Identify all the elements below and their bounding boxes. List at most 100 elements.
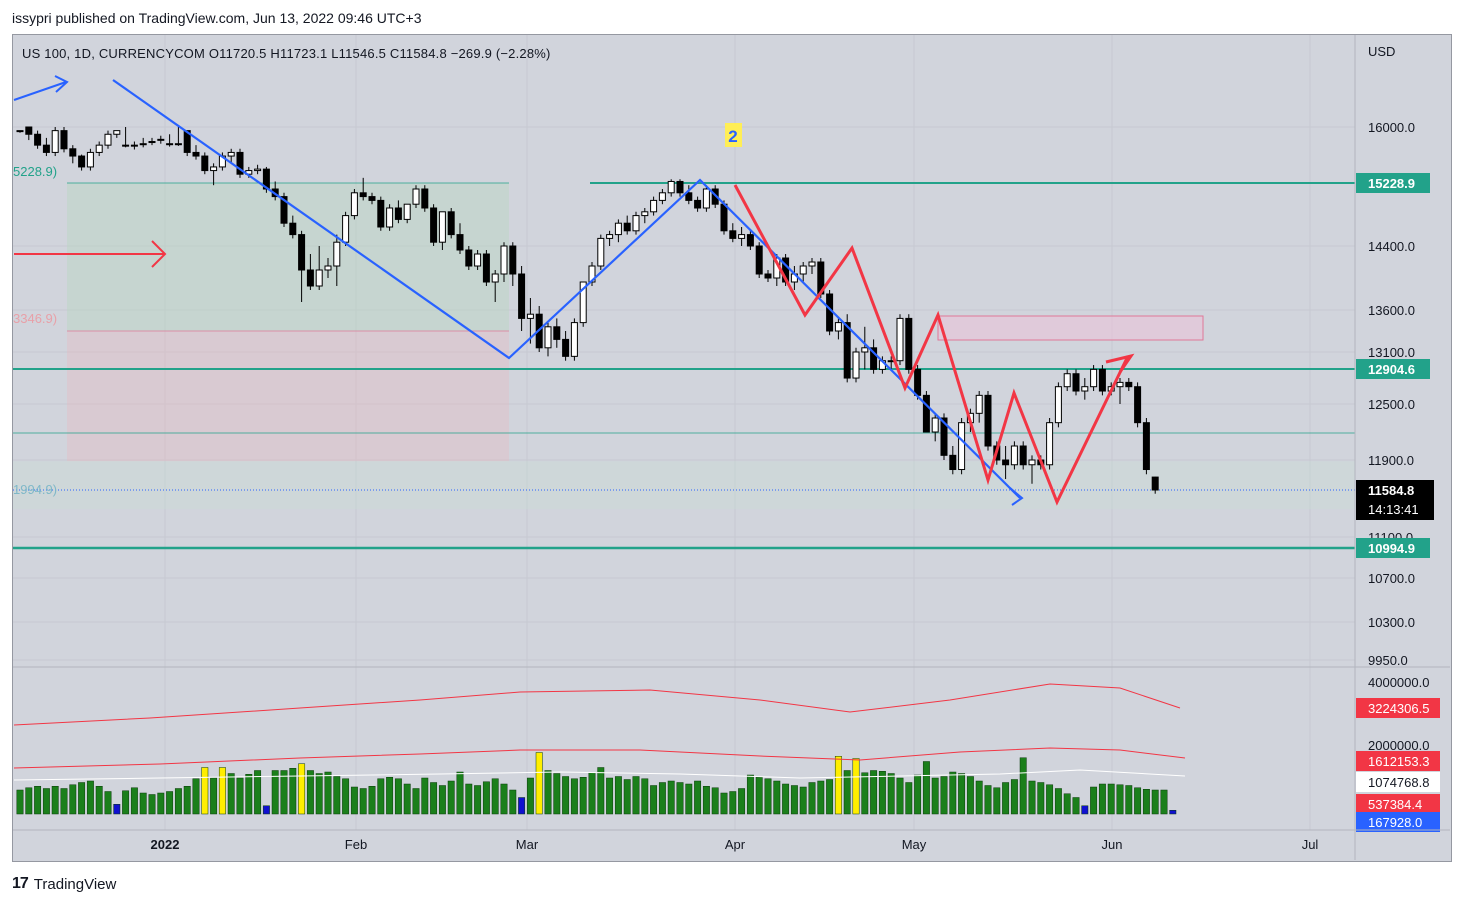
volume-badge-text: 1612153.3 bbox=[1368, 754, 1429, 769]
candle-body bbox=[518, 273, 526, 319]
candle-body bbox=[42, 144, 50, 153]
volume-bar bbox=[201, 767, 209, 815]
candle-body bbox=[1090, 368, 1098, 388]
candle bbox=[1010, 441, 1018, 470]
time-axis-label: May bbox=[902, 837, 927, 852]
candle bbox=[1134, 382, 1142, 428]
candle-body bbox=[544, 326, 552, 349]
candle bbox=[1046, 418, 1054, 470]
candle bbox=[544, 322, 552, 357]
candle-body bbox=[861, 347, 869, 353]
volume-bar bbox=[271, 770, 279, 815]
candle-body bbox=[386, 207, 394, 228]
volume-bar bbox=[667, 780, 675, 815]
volume-bar bbox=[34, 786, 42, 815]
tradingview-brand[interactable]: 17 TradingView bbox=[12, 875, 116, 893]
volume-bar bbox=[1081, 805, 1089, 815]
volume-bar bbox=[694, 780, 702, 815]
candle bbox=[254, 164, 262, 175]
volume-bar bbox=[148, 794, 156, 815]
candle-body bbox=[227, 151, 235, 157]
volume-bar bbox=[914, 774, 922, 815]
candle bbox=[1142, 418, 1150, 475]
candle bbox=[491, 270, 499, 302]
candle bbox=[359, 177, 367, 201]
candle-body bbox=[755, 245, 763, 275]
candle bbox=[570, 318, 578, 361]
candle-body bbox=[421, 188, 429, 209]
volume-bar bbox=[958, 773, 966, 815]
candle bbox=[1116, 378, 1124, 404]
volume-bar bbox=[245, 774, 253, 815]
volume-bar bbox=[887, 773, 895, 815]
price-tick-label: 14400.0 bbox=[1368, 239, 1415, 254]
candle bbox=[183, 130, 191, 157]
candle-body bbox=[113, 130, 121, 135]
candle-body bbox=[526, 313, 534, 319]
volume-bar bbox=[280, 770, 288, 815]
candle bbox=[746, 230, 754, 250]
candle bbox=[421, 185, 429, 212]
volume-bar bbox=[386, 777, 394, 815]
candle bbox=[438, 211, 446, 250]
volume-badge-text: 1074768.8 bbox=[1368, 775, 1429, 790]
candle-body bbox=[870, 347, 878, 370]
candle bbox=[51, 127, 59, 157]
candle-body bbox=[553, 326, 561, 340]
volume-bar bbox=[166, 791, 174, 815]
candle-body bbox=[650, 199, 658, 213]
candle bbox=[676, 179, 684, 197]
candle bbox=[729, 223, 737, 243]
volume-bar bbox=[254, 770, 262, 815]
volume-bar bbox=[412, 788, 420, 815]
candle bbox=[69, 145, 77, 164]
candle bbox=[174, 127, 182, 146]
volume-bar bbox=[438, 785, 446, 815]
fib-label: 5228.9) bbox=[13, 164, 57, 179]
candle bbox=[210, 163, 218, 186]
candle-body bbox=[69, 148, 77, 157]
volume-badge bbox=[1356, 772, 1440, 792]
candle-body bbox=[905, 317, 913, 370]
candle bbox=[324, 258, 332, 278]
candle-body bbox=[958, 422, 966, 471]
volume-bar bbox=[773, 780, 781, 815]
candle-body bbox=[1010, 445, 1018, 466]
candle-body bbox=[51, 130, 59, 153]
candle bbox=[333, 234, 341, 286]
candle bbox=[896, 314, 904, 366]
candle bbox=[474, 250, 482, 270]
volume-bar bbox=[834, 756, 842, 815]
volume-bar bbox=[368, 786, 376, 815]
pink-box bbox=[937, 315, 1204, 341]
volume-bar bbox=[315, 773, 323, 815]
candle bbox=[931, 413, 939, 442]
price-tick-label: 10700.0 bbox=[1368, 571, 1415, 586]
candle-body bbox=[1142, 422, 1150, 471]
red-zigzag bbox=[733, 184, 1130, 506]
candle-body bbox=[430, 207, 438, 243]
candle-body bbox=[210, 166, 218, 172]
candle-body bbox=[280, 196, 288, 224]
candle-body bbox=[606, 234, 614, 239]
candle-body bbox=[1116, 381, 1124, 388]
volume-bar bbox=[491, 778, 499, 815]
candle-body bbox=[456, 234, 464, 251]
candle bbox=[518, 266, 526, 331]
volume-bar bbox=[1134, 787, 1142, 815]
volume-bar bbox=[130, 787, 138, 815]
last-price-text: 11584.8 bbox=[1368, 483, 1414, 498]
volume-bar bbox=[562, 776, 570, 815]
volume-bar bbox=[42, 788, 50, 815]
candle-body bbox=[412, 188, 420, 205]
candle-body bbox=[667, 180, 675, 194]
volume-bar bbox=[500, 783, 508, 815]
volume-bar bbox=[1046, 784, 1054, 815]
candle-body bbox=[157, 138, 165, 141]
candle bbox=[16, 130, 24, 133]
candle bbox=[306, 254, 314, 290]
candle-body bbox=[201, 155, 209, 172]
candle bbox=[905, 314, 913, 374]
volume-bar bbox=[394, 778, 402, 815]
